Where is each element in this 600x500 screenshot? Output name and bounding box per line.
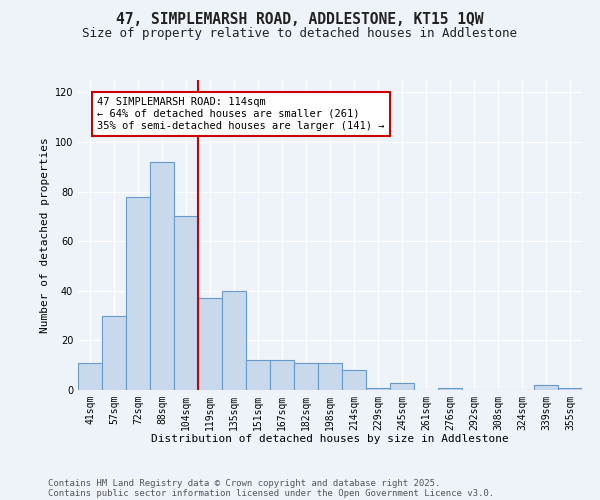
- Text: Contains public sector information licensed under the Open Government Licence v3: Contains public sector information licen…: [48, 488, 494, 498]
- Bar: [246, 360, 270, 390]
- Bar: [222, 291, 246, 390]
- Bar: [390, 382, 414, 390]
- Bar: [174, 216, 198, 390]
- Text: Size of property relative to detached houses in Addlestone: Size of property relative to detached ho…: [83, 28, 517, 40]
- Bar: [294, 362, 318, 390]
- Bar: [366, 388, 390, 390]
- Bar: [438, 388, 462, 390]
- Bar: [198, 298, 222, 390]
- Bar: [150, 162, 174, 390]
- Text: 47, SIMPLEMARSH ROAD, ADDLESTONE, KT15 1QW: 47, SIMPLEMARSH ROAD, ADDLESTONE, KT15 1…: [116, 12, 484, 28]
- Bar: [534, 385, 558, 390]
- Bar: [342, 370, 366, 390]
- Text: Contains HM Land Registry data © Crown copyright and database right 2025.: Contains HM Land Registry data © Crown c…: [48, 478, 440, 488]
- Bar: [126, 196, 150, 390]
- Text: 47 SIMPLEMARSH ROAD: 114sqm
← 64% of detached houses are smaller (261)
35% of se: 47 SIMPLEMARSH ROAD: 114sqm ← 64% of det…: [97, 98, 385, 130]
- Bar: [78, 362, 102, 390]
- Y-axis label: Number of detached properties: Number of detached properties: [40, 137, 50, 333]
- Bar: [318, 362, 342, 390]
- Bar: [270, 360, 294, 390]
- Bar: [558, 388, 582, 390]
- Bar: [102, 316, 126, 390]
- X-axis label: Distribution of detached houses by size in Addlestone: Distribution of detached houses by size …: [151, 434, 509, 444]
